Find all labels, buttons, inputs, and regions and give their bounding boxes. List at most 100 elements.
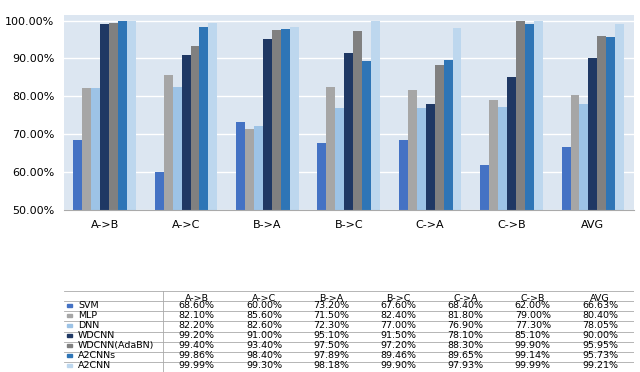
- Text: A2CNNs: A2CNNs: [78, 351, 116, 360]
- Text: A->B: A->B: [185, 294, 209, 303]
- Text: 81.80%: 81.80%: [447, 311, 484, 320]
- Text: 99.90%: 99.90%: [515, 341, 551, 350]
- Bar: [236, 122, 245, 210]
- Text: 82.10%: 82.10%: [179, 311, 215, 320]
- Text: 89.65%: 89.65%: [447, 351, 484, 360]
- Bar: [191, 46, 200, 210]
- Bar: [452, 28, 461, 210]
- Bar: [534, 20, 543, 210]
- Bar: [164, 75, 173, 210]
- Bar: [209, 23, 218, 210]
- Text: 80.40%: 80.40%: [582, 311, 618, 320]
- Text: AVG: AVG: [590, 294, 610, 303]
- Bar: [507, 77, 516, 210]
- Bar: [290, 28, 299, 210]
- Text: 99.90%: 99.90%: [380, 361, 417, 370]
- Bar: [516, 21, 525, 210]
- Text: SVM: SVM: [78, 301, 99, 310]
- Bar: [353, 31, 362, 210]
- Text: 77.00%: 77.00%: [380, 321, 417, 330]
- Text: 99.30%: 99.30%: [246, 361, 282, 370]
- Text: 95.95%: 95.95%: [582, 341, 618, 350]
- Text: 99.40%: 99.40%: [179, 341, 215, 350]
- Text: 68.60%: 68.60%: [179, 301, 215, 310]
- Text: 79.00%: 79.00%: [515, 311, 551, 320]
- Bar: [417, 108, 426, 210]
- Text: 77.30%: 77.30%: [515, 321, 551, 330]
- Bar: [399, 140, 408, 210]
- Text: 88.30%: 88.30%: [447, 341, 484, 350]
- Bar: [200, 27, 209, 210]
- Bar: [480, 165, 489, 210]
- Bar: [597, 36, 606, 210]
- Text: MLP: MLP: [78, 311, 97, 320]
- Bar: [173, 87, 182, 210]
- Bar: [362, 61, 371, 210]
- Text: 98.18%: 98.18%: [313, 361, 349, 370]
- Text: 78.05%: 78.05%: [582, 321, 618, 330]
- Text: 82.60%: 82.60%: [246, 321, 282, 330]
- Bar: [606, 37, 615, 210]
- Text: 72.30%: 72.30%: [313, 321, 349, 330]
- Text: 78.10%: 78.10%: [447, 331, 484, 340]
- Text: 97.50%: 97.50%: [313, 341, 349, 350]
- Text: 99.21%: 99.21%: [582, 361, 618, 370]
- Text: 62.00%: 62.00%: [515, 301, 551, 310]
- Text: A2CNN: A2CNN: [78, 361, 111, 370]
- Bar: [344, 53, 353, 210]
- Bar: [426, 104, 435, 210]
- Text: 99.20%: 99.20%: [179, 331, 215, 340]
- Text: DNN: DNN: [78, 321, 99, 330]
- Bar: [579, 104, 588, 210]
- Bar: [254, 126, 263, 210]
- Text: 85.60%: 85.60%: [246, 311, 282, 320]
- Text: 97.20%: 97.20%: [380, 341, 417, 350]
- Bar: [570, 95, 579, 210]
- Text: C->B: C->B: [520, 294, 545, 303]
- Text: 82.20%: 82.20%: [179, 321, 215, 330]
- Text: 97.93%: 97.93%: [447, 361, 484, 370]
- Bar: [588, 58, 597, 210]
- Bar: [245, 129, 254, 210]
- Bar: [489, 100, 498, 210]
- Text: 91.00%: 91.00%: [246, 331, 282, 340]
- Bar: [109, 23, 118, 210]
- Bar: [326, 87, 335, 210]
- Text: 76.90%: 76.90%: [447, 321, 484, 330]
- Text: 71.50%: 71.50%: [313, 311, 349, 320]
- Bar: [127, 20, 136, 210]
- Bar: [281, 29, 290, 210]
- Text: 85.10%: 85.10%: [515, 331, 551, 340]
- Bar: [92, 88, 100, 210]
- Bar: [371, 21, 380, 210]
- Bar: [335, 108, 344, 210]
- Text: 99.99%: 99.99%: [179, 361, 215, 370]
- Bar: [317, 144, 326, 210]
- Text: 60.00%: 60.00%: [246, 301, 282, 310]
- Text: 95.73%: 95.73%: [582, 351, 618, 360]
- Bar: [100, 23, 109, 210]
- Text: 99.14%: 99.14%: [515, 351, 551, 360]
- Bar: [182, 55, 191, 210]
- Text: 68.40%: 68.40%: [447, 301, 484, 310]
- Text: 67.60%: 67.60%: [380, 301, 417, 310]
- Text: 98.40%: 98.40%: [246, 351, 282, 360]
- Text: 82.40%: 82.40%: [380, 311, 417, 320]
- Text: B->C: B->C: [386, 294, 411, 303]
- Bar: [74, 140, 83, 210]
- Text: 93.40%: 93.40%: [246, 341, 282, 350]
- Bar: [155, 172, 164, 210]
- Text: 66.63%: 66.63%: [582, 301, 618, 310]
- Bar: [498, 107, 507, 210]
- Text: 90.00%: 90.00%: [582, 331, 618, 340]
- Bar: [408, 90, 417, 210]
- Text: C->A: C->A: [453, 294, 478, 303]
- Text: B->A: B->A: [319, 294, 343, 303]
- Bar: [83, 89, 92, 210]
- Text: 89.46%: 89.46%: [380, 351, 417, 360]
- Bar: [118, 21, 127, 210]
- Bar: [444, 60, 452, 210]
- Bar: [435, 65, 444, 210]
- Text: WDCNN(AdaBN): WDCNN(AdaBN): [78, 341, 154, 350]
- Bar: [525, 24, 534, 210]
